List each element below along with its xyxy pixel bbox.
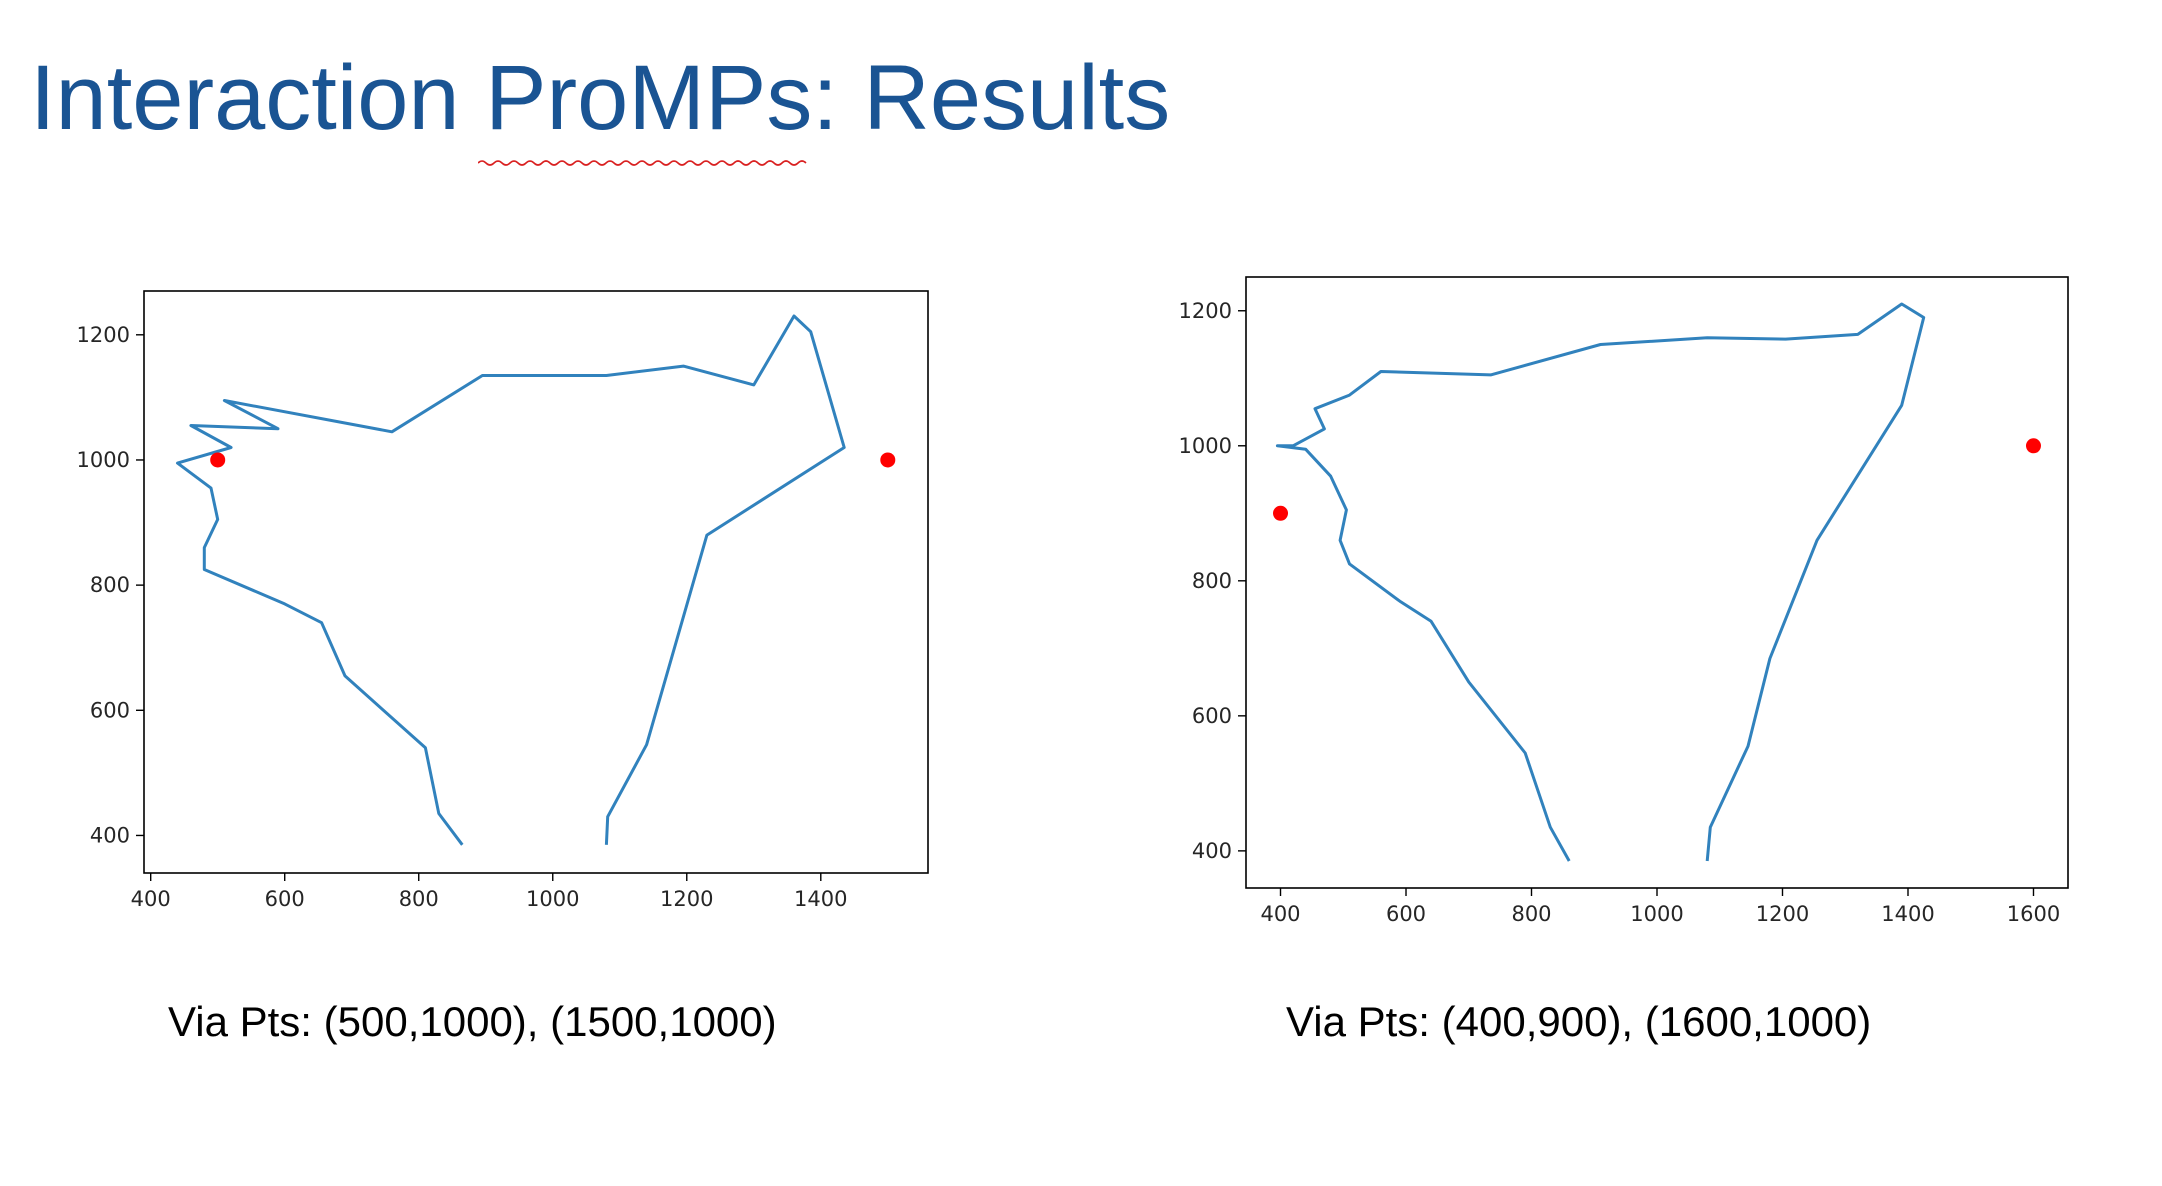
y-tick-label: 600 [1192,704,1232,728]
x-tick-label: 400 [131,887,171,911]
x-tick-label: 800 [1511,902,1551,926]
x-tick-label: 1000 [1630,902,1683,926]
x-tick-label: 1400 [1881,902,1934,926]
y-tick-label: 400 [1192,839,1232,863]
via-point [880,452,896,468]
axes-frame [1245,276,2069,889]
x-tick-label: 800 [399,887,439,911]
x-tick-label: 600 [265,887,305,911]
caption-right: Via Pts: (400,900), (1600,1000) [1286,998,1872,1045]
y-tick-label: 1200 [1179,299,1232,323]
y-tick-label: 1000 [1179,434,1232,458]
x-tick-label: 1400 [794,887,847,911]
y-tick-label: 800 [90,573,130,597]
y-tick-label: 1200 [77,323,130,347]
x-tick-label: 600 [1386,902,1426,926]
x-tick-label: 400 [1260,902,1300,926]
series-line-0 [1275,302,1926,862]
x-tick-label: 1000 [526,887,579,911]
y-tick-label: 1000 [77,448,130,472]
x-tick-label: 1200 [1756,902,1809,926]
axes-frame [143,290,929,874]
y-tick-label: 600 [90,698,130,722]
via-point [1273,505,1289,521]
via-point [2025,438,2041,454]
spellcheck-underline [478,160,807,166]
slide-title: Interaction ProMPs: Results [30,47,1171,149]
series-line-0 [176,314,846,846]
y-tick-label: 400 [90,823,130,847]
x-tick-label: 1600 [2007,902,2060,926]
x-tick-label: 1200 [660,887,713,911]
y-tick-label: 800 [1192,569,1232,593]
caption-left: Via Pts: (500,1000), (1500,1000) [168,998,777,1045]
via-point [210,452,226,468]
